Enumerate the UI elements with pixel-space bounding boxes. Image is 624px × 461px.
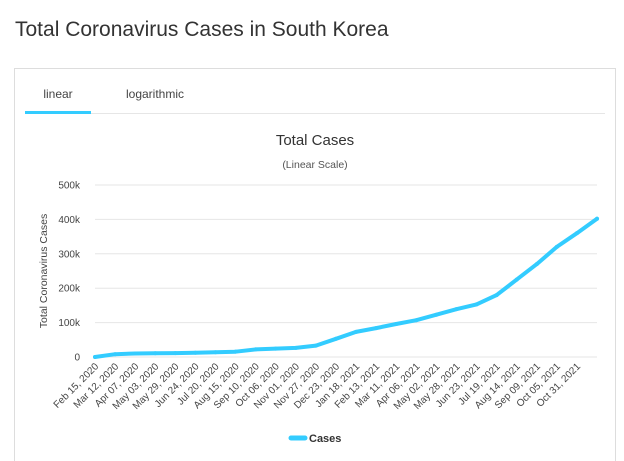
data-point[interactable] (574, 231, 579, 236)
data-point[interactable] (434, 312, 439, 317)
data-point[interactable] (233, 349, 238, 354)
series-line-cases[interactable] (93, 216, 599, 359)
legend[interactable]: Cases (288, 433, 341, 445)
data-point[interactable] (93, 354, 97, 359)
gridlines (95, 184, 597, 358)
data-point[interactable] (133, 351, 138, 356)
data-point[interactable] (253, 347, 258, 352)
data-point[interactable] (113, 352, 118, 357)
chart-panel: linear logarithmic (14, 68, 616, 461)
data-point[interactable] (414, 318, 419, 323)
scale-tabs: linear logarithmic (25, 69, 605, 114)
y-tick-label: 400k (58, 215, 81, 226)
data-point[interactable] (534, 262, 539, 267)
data-point[interactable] (374, 326, 379, 331)
data-point[interactable] (494, 293, 499, 298)
legend-label: Cases (309, 433, 341, 445)
y-axis-label: Total Coronavirus Cases (38, 214, 50, 328)
data-point[interactable] (595, 216, 599, 221)
y-tick-label: 500k (58, 181, 81, 192)
chart-subtitle: (Linear Scale) (282, 159, 347, 171)
data-point[interactable] (313, 343, 318, 348)
data-point[interactable] (293, 345, 298, 350)
data-point[interactable] (514, 277, 519, 282)
series-layer (93, 216, 599, 359)
y-tick-label: 0 (74, 353, 80, 364)
tab-logarithmic[interactable]: logarithmic (125, 87, 185, 101)
data-point[interactable] (354, 329, 359, 334)
data-point[interactable] (554, 244, 559, 249)
y-axis-ticks: 0 100k 200k 300k 400k 500k (58, 181, 81, 364)
data-point[interactable] (454, 307, 459, 312)
data-point[interactable] (394, 321, 399, 326)
data-point[interactable] (173, 351, 178, 356)
data-point[interactable] (193, 350, 198, 355)
tab-linear[interactable]: linear (25, 69, 91, 114)
page-title: Total Coronavirus Cases in South Korea (15, 18, 389, 41)
y-tick-label: 200k (58, 284, 81, 295)
y-tick-label: 100k (58, 318, 81, 329)
y-tick-label: 300k (58, 249, 81, 260)
data-point[interactable] (153, 351, 158, 356)
data-point[interactable] (213, 350, 218, 355)
chart-title: Total Cases (276, 132, 354, 149)
data-point[interactable] (333, 336, 338, 341)
data-point[interactable] (273, 346, 278, 351)
data-point[interactable] (474, 302, 479, 307)
